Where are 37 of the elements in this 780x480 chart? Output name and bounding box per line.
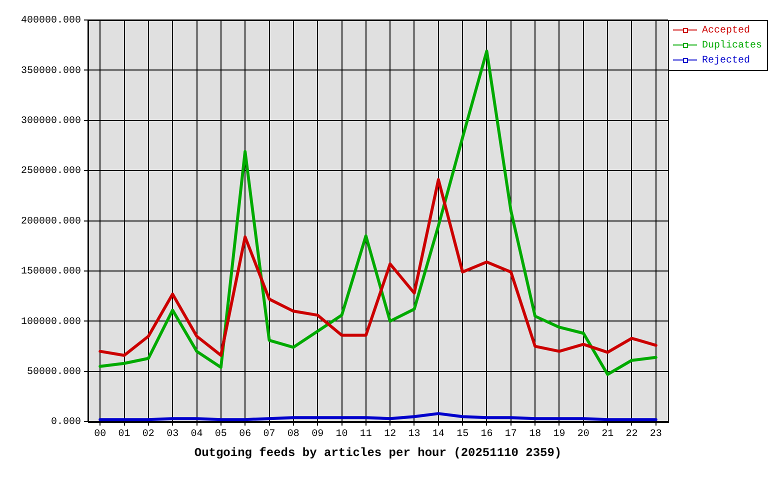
- x-tick-label: 05: [214, 429, 227, 440]
- x-tick-label: 19: [553, 429, 566, 440]
- x-tick-label: 02: [142, 429, 154, 440]
- y-tick-label: 0.000: [50, 417, 82, 428]
- x-tick-label: 22: [626, 429, 638, 440]
- legend-label: Rejected: [702, 54, 750, 67]
- y-tick-label: 50000.000: [26, 367, 82, 378]
- x-axis-title: Outgoing feeds by articles per hour (20251110 2359): [194, 446, 562, 460]
- x-tick-label: 13: [408, 429, 420, 440]
- y-tick-label: 300000.000: [20, 116, 82, 128]
- legend-label: Accepted: [702, 24, 750, 37]
- x-tick-label: 03: [166, 429, 179, 440]
- y-tick-label: 200000.000: [20, 216, 82, 228]
- y-tick-label: 350000.000: [20, 66, 82, 77]
- x-tick-label: 01: [118, 429, 130, 440]
- y-tick-label: 400000.000: [20, 16, 82, 27]
- x-tick-label: 20: [577, 429, 590, 440]
- x-tick-label: 21: [602, 429, 614, 440]
- x-tick-label: 10: [336, 429, 348, 440]
- x-tick-label: 16: [480, 429, 493, 440]
- x-tick-label: 17: [504, 429, 517, 440]
- y-tick-label: 100000.000: [20, 316, 82, 328]
- x-tick-label: 11: [360, 429, 372, 440]
- x-tick-label: 07: [263, 429, 276, 440]
- legend-label: Duplicates: [702, 40, 762, 52]
- x-tick-label: 18: [529, 429, 542, 440]
- x-tick-label: 09: [312, 429, 324, 440]
- y-tick-label: 250000.000: [20, 166, 82, 178]
- x-tick-label: 14: [432, 429, 444, 440]
- x-tick-label: 00: [94, 429, 106, 440]
- x-tick-label: 15: [456, 429, 469, 440]
- y-tick-label: 150000.000: [20, 266, 82, 278]
- x-tick-label: 08: [287, 429, 300, 440]
- x-tick-label: 12: [384, 429, 396, 440]
- x-tick-label: 04: [190, 429, 203, 440]
- x-tick-label: 23: [650, 429, 662, 440]
- x-tick-label: 06: [239, 429, 252, 440]
